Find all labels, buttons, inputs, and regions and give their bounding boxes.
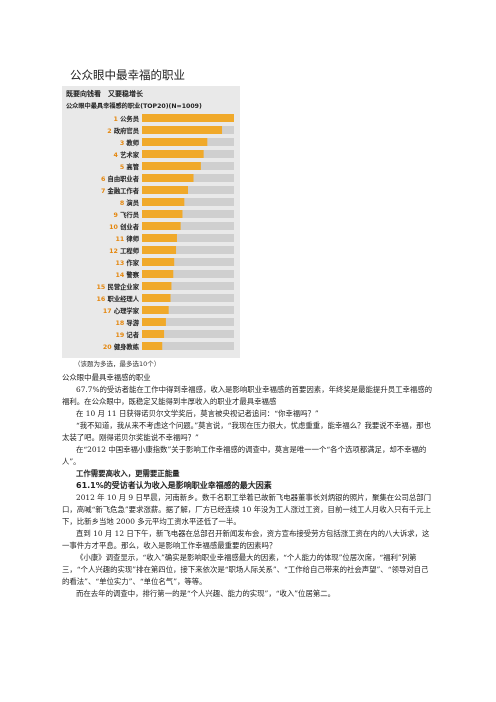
bar-18	[142, 318, 166, 326]
bar-3	[142, 138, 208, 146]
article-paragraph: 工作需要高收入，更需要正能量	[76, 469, 180, 478]
bar-5	[142, 162, 201, 170]
bar-12	[142, 246, 177, 254]
article-paragraph: 61.1%的受访者认为收入是影响职业幸福感的最大因素	[76, 481, 272, 490]
bar-track	[142, 246, 234, 254]
category-label-13: 13 作家	[115, 258, 139, 267]
bar-track	[142, 210, 234, 218]
category-label-6: 6 自由职业者	[101, 174, 140, 183]
category-label-1: 1 公务员	[114, 114, 140, 123]
article-body: 公众眼中最具幸福感的职业 67.7%的受访者能在工作中得到幸福感，收入是影响职业幸…	[62, 372, 434, 600]
bar-19	[142, 330, 165, 338]
bar-6	[142, 174, 194, 182]
bar-17	[142, 306, 169, 314]
category-label-15: 15 民营企业家	[97, 282, 140, 291]
category-label-14: 14 警察	[115, 270, 139, 279]
bar-16	[142, 294, 171, 302]
bar-9	[142, 210, 183, 218]
article-paragraph: 而在去年的调查中，排行第一的是“个人兴趣、能力的实现”，“收入”位居第二。	[76, 589, 336, 598]
bar-2	[142, 126, 223, 134]
bar-track	[142, 282, 234, 290]
category-label-16: 16 职业经理人	[97, 294, 140, 303]
bar-15	[142, 282, 172, 290]
category-label-11: 11 律师	[115, 234, 139, 243]
category-label-18: 18 导游	[115, 318, 139, 327]
article-paragraph: 在“2012 中国幸福小康指数”关于影响工作幸福感的调查中，莫言是唯一一个“各个…	[62, 445, 427, 466]
bar-track	[142, 294, 234, 302]
bar-track	[142, 306, 234, 314]
category-label-4: 4 艺术家	[114, 150, 140, 159]
category-label-19: 19 记者	[115, 330, 139, 339]
article-paragraph: 《小康》调查显示，“收入”确实是影响职业幸福感最大的因素，“个人能力的体现”位居…	[62, 553, 429, 586]
chart-figure: 既要向钱看 又要稳增长 公众眼中最具幸福感的职业(TOP20)(N=1009) …	[62, 86, 240, 358]
article-paragraph: 公众眼中最具幸福感的职业	[62, 373, 151, 382]
page-title: 公众眼中最幸福的职业	[70, 68, 185, 82]
bar-1	[142, 114, 234, 122]
article-paragraph: 直到 10 月 12 日下午，新飞电器在总部召开新闻发布会，资方宣布接受劳方包括…	[62, 529, 430, 550]
bar-track	[142, 198, 234, 206]
bar-track	[142, 222, 234, 230]
bar-track	[142, 258, 234, 266]
bar-track	[142, 234, 234, 242]
chart-subtitle: 公众眼中最具幸福感的职业(TOP20)(N=1009)	[66, 103, 202, 110]
category-label-20: 20 健身教练	[103, 342, 140, 351]
bar-10	[142, 222, 181, 230]
category-label-17: 17 心理学家	[103, 306, 140, 315]
bar-7	[142, 186, 188, 194]
category-label-3: 3 教师	[120, 138, 140, 147]
bar-track	[142, 330, 234, 338]
category-label-5: 5 高管	[120, 162, 140, 171]
article-paragraph: “我不知道，我从来不考虑这个问题。”莫言说，“我现在压力很大，忧虑重重，能幸福么…	[62, 421, 431, 442]
bar-chart: 1 公务员 2 政府官员 3 教师 4 艺术家 5 高管 6 自由职业者 7 金融工作者 8 …	[97, 114, 234, 351]
article-paragraph: 67.7%的受访者能在工作中得到幸福感，收入是影响职业幸福感的首要因素，年终奖是…	[62, 385, 433, 406]
bar-track	[142, 342, 234, 350]
bar-11	[142, 234, 177, 242]
category-label-12: 12 工程师	[109, 246, 140, 255]
chart-note: （该题为多选，最多选10个）	[74, 360, 161, 368]
bar-14	[142, 270, 174, 278]
bar-8	[142, 198, 185, 206]
category-label-7: 7 金融工作者	[101, 186, 140, 195]
category-label-10: 10 创业者	[109, 222, 140, 231]
article-paragraph: 2012 年 10 月 9 日早晨，河南新乡。数千名职工举着已故新飞电器董事长刘…	[62, 493, 432, 526]
article-paragraph: 在 10 月 11 日获得诺贝尔文学奖后，莫言被央视记者追问：“你幸福吗？”	[76, 409, 319, 418]
bar-20	[142, 342, 163, 350]
bar-track	[142, 318, 234, 326]
chart-headline: 既要向钱看 又要稳增长	[66, 90, 143, 98]
category-label-8: 8 演员	[120, 198, 140, 207]
bar-track	[142, 270, 234, 278]
category-label-9: 9 飞行员	[114, 210, 140, 219]
bar-13	[142, 258, 175, 266]
bar-4	[142, 150, 204, 158]
category-label-2: 2 政府官员	[107, 126, 139, 135]
